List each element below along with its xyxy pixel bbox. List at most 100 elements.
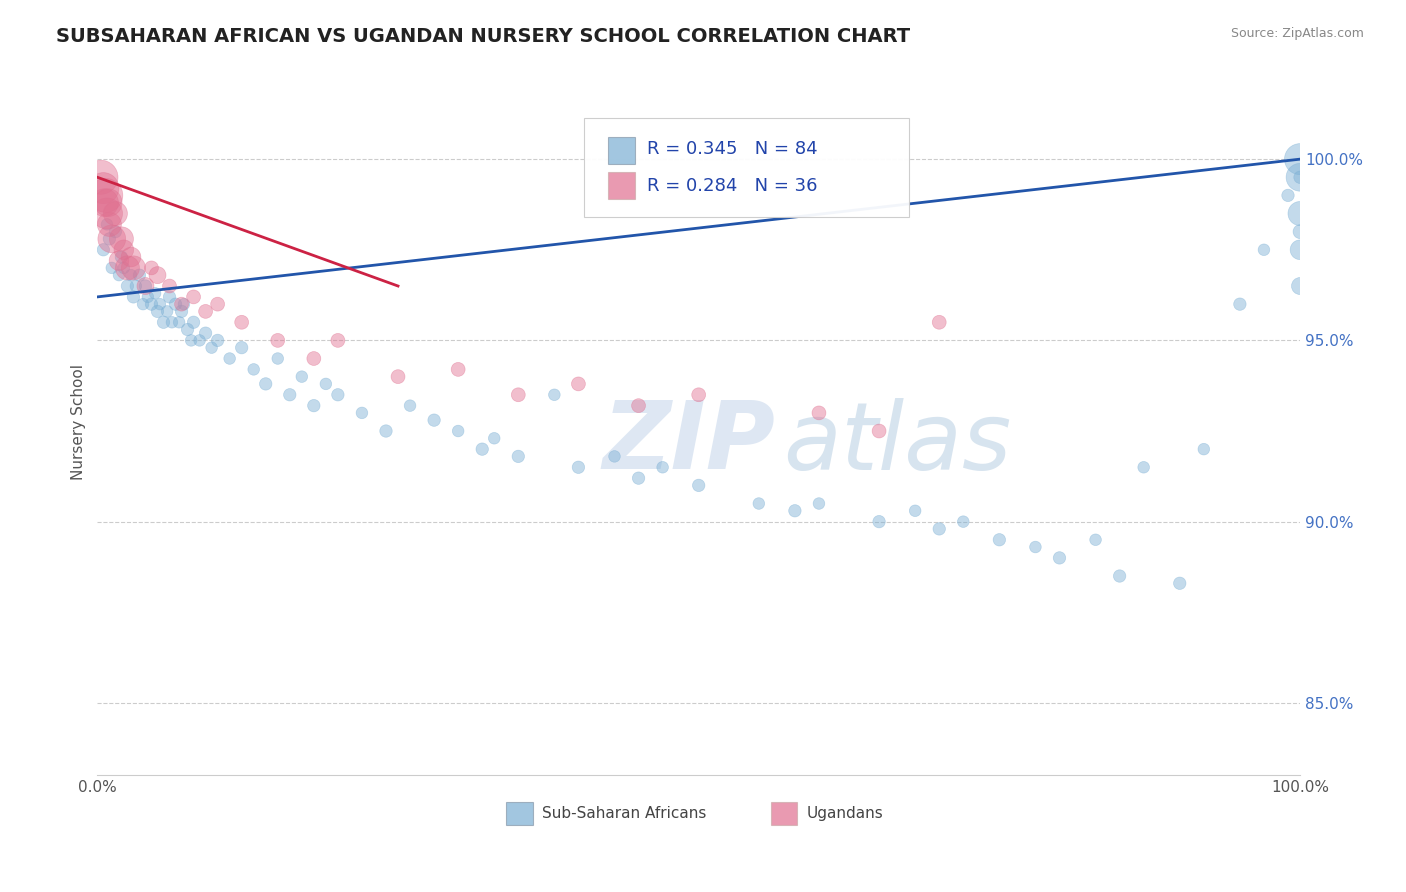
- Point: [928, 315, 950, 329]
- Point: [90, 170, 112, 185]
- Point: [1289, 279, 1312, 293]
- Point: [302, 399, 325, 413]
- Point: [194, 326, 217, 340]
- Point: [112, 243, 135, 257]
- Point: [120, 250, 142, 264]
- Point: [146, 268, 169, 282]
- Point: [165, 297, 187, 311]
- Point: [96, 206, 118, 220]
- Point: [125, 279, 148, 293]
- Point: [1132, 460, 1154, 475]
- Point: [1192, 442, 1215, 457]
- Point: [207, 334, 229, 348]
- Point: [141, 260, 163, 275]
- Point: [423, 413, 446, 427]
- Point: [375, 424, 398, 438]
- Point: [1024, 540, 1046, 554]
- Text: R = 0.284   N = 36: R = 0.284 N = 36: [647, 177, 817, 194]
- Point: [952, 515, 974, 529]
- Point: [326, 334, 349, 348]
- Point: [108, 253, 131, 268]
- Point: [159, 279, 181, 293]
- Point: [508, 388, 530, 402]
- Point: [868, 515, 890, 529]
- Point: [173, 297, 195, 311]
- Point: [1289, 225, 1312, 239]
- Point: [194, 304, 217, 318]
- Point: [315, 376, 337, 391]
- Point: [98, 232, 121, 246]
- Point: [201, 341, 224, 355]
- Point: [104, 206, 127, 220]
- FancyBboxPatch shape: [770, 802, 797, 825]
- Point: [97, 195, 120, 210]
- Point: [117, 260, 139, 275]
- FancyBboxPatch shape: [585, 118, 910, 217]
- Point: [207, 297, 229, 311]
- Point: [231, 341, 253, 355]
- Text: Source: ZipAtlas.com: Source: ZipAtlas.com: [1230, 27, 1364, 40]
- Point: [399, 399, 422, 413]
- Text: atlas: atlas: [783, 398, 1011, 489]
- Point: [350, 406, 373, 420]
- Text: ZIP: ZIP: [603, 397, 775, 489]
- Point: [218, 351, 240, 366]
- Point: [1084, 533, 1107, 547]
- Point: [1289, 170, 1312, 185]
- Point: [267, 351, 290, 366]
- Point: [543, 388, 565, 402]
- Point: [94, 188, 117, 202]
- Point: [447, 362, 470, 376]
- Point: [143, 286, 166, 301]
- Point: [627, 471, 650, 485]
- Point: [170, 297, 193, 311]
- Point: [188, 334, 211, 348]
- Point: [783, 504, 806, 518]
- Point: [170, 304, 193, 318]
- Point: [108, 268, 131, 282]
- Point: [122, 260, 145, 275]
- Point: [748, 496, 770, 510]
- Point: [326, 388, 349, 402]
- Point: [807, 496, 830, 510]
- Point: [183, 315, 205, 329]
- Point: [302, 351, 325, 366]
- Text: Ugandans: Ugandans: [807, 806, 884, 821]
- Point: [152, 315, 174, 329]
- Point: [567, 376, 589, 391]
- Point: [688, 478, 710, 492]
- Point: [120, 268, 142, 282]
- Text: Sub-Saharan Africans: Sub-Saharan Africans: [543, 806, 707, 821]
- Point: [159, 290, 181, 304]
- Point: [112, 260, 135, 275]
- Point: [868, 424, 890, 438]
- Point: [627, 399, 650, 413]
- Point: [1253, 243, 1275, 257]
- Point: [110, 250, 132, 264]
- Point: [134, 279, 156, 293]
- Point: [291, 369, 314, 384]
- Point: [101, 260, 124, 275]
- Point: [149, 297, 172, 311]
- Point: [471, 442, 494, 457]
- Point: [1289, 170, 1312, 185]
- Point: [183, 290, 205, 304]
- Point: [93, 181, 115, 195]
- Point: [122, 290, 145, 304]
- Point: [93, 243, 115, 257]
- Point: [254, 376, 277, 391]
- Point: [132, 297, 155, 311]
- Point: [1289, 152, 1312, 166]
- Point: [1289, 206, 1312, 220]
- Y-axis label: Nursery School: Nursery School: [72, 364, 86, 480]
- Point: [93, 195, 115, 210]
- Point: [904, 504, 927, 518]
- Text: SUBSAHARAN AFRICAN VS UGANDAN NURSERY SCHOOL CORRELATION CHART: SUBSAHARAN AFRICAN VS UGANDAN NURSERY SC…: [56, 27, 910, 45]
- Point: [447, 424, 470, 438]
- Point: [1168, 576, 1191, 591]
- Point: [180, 334, 202, 348]
- Point: [128, 268, 150, 282]
- Point: [1108, 569, 1130, 583]
- Point: [688, 388, 710, 402]
- Point: [484, 431, 506, 445]
